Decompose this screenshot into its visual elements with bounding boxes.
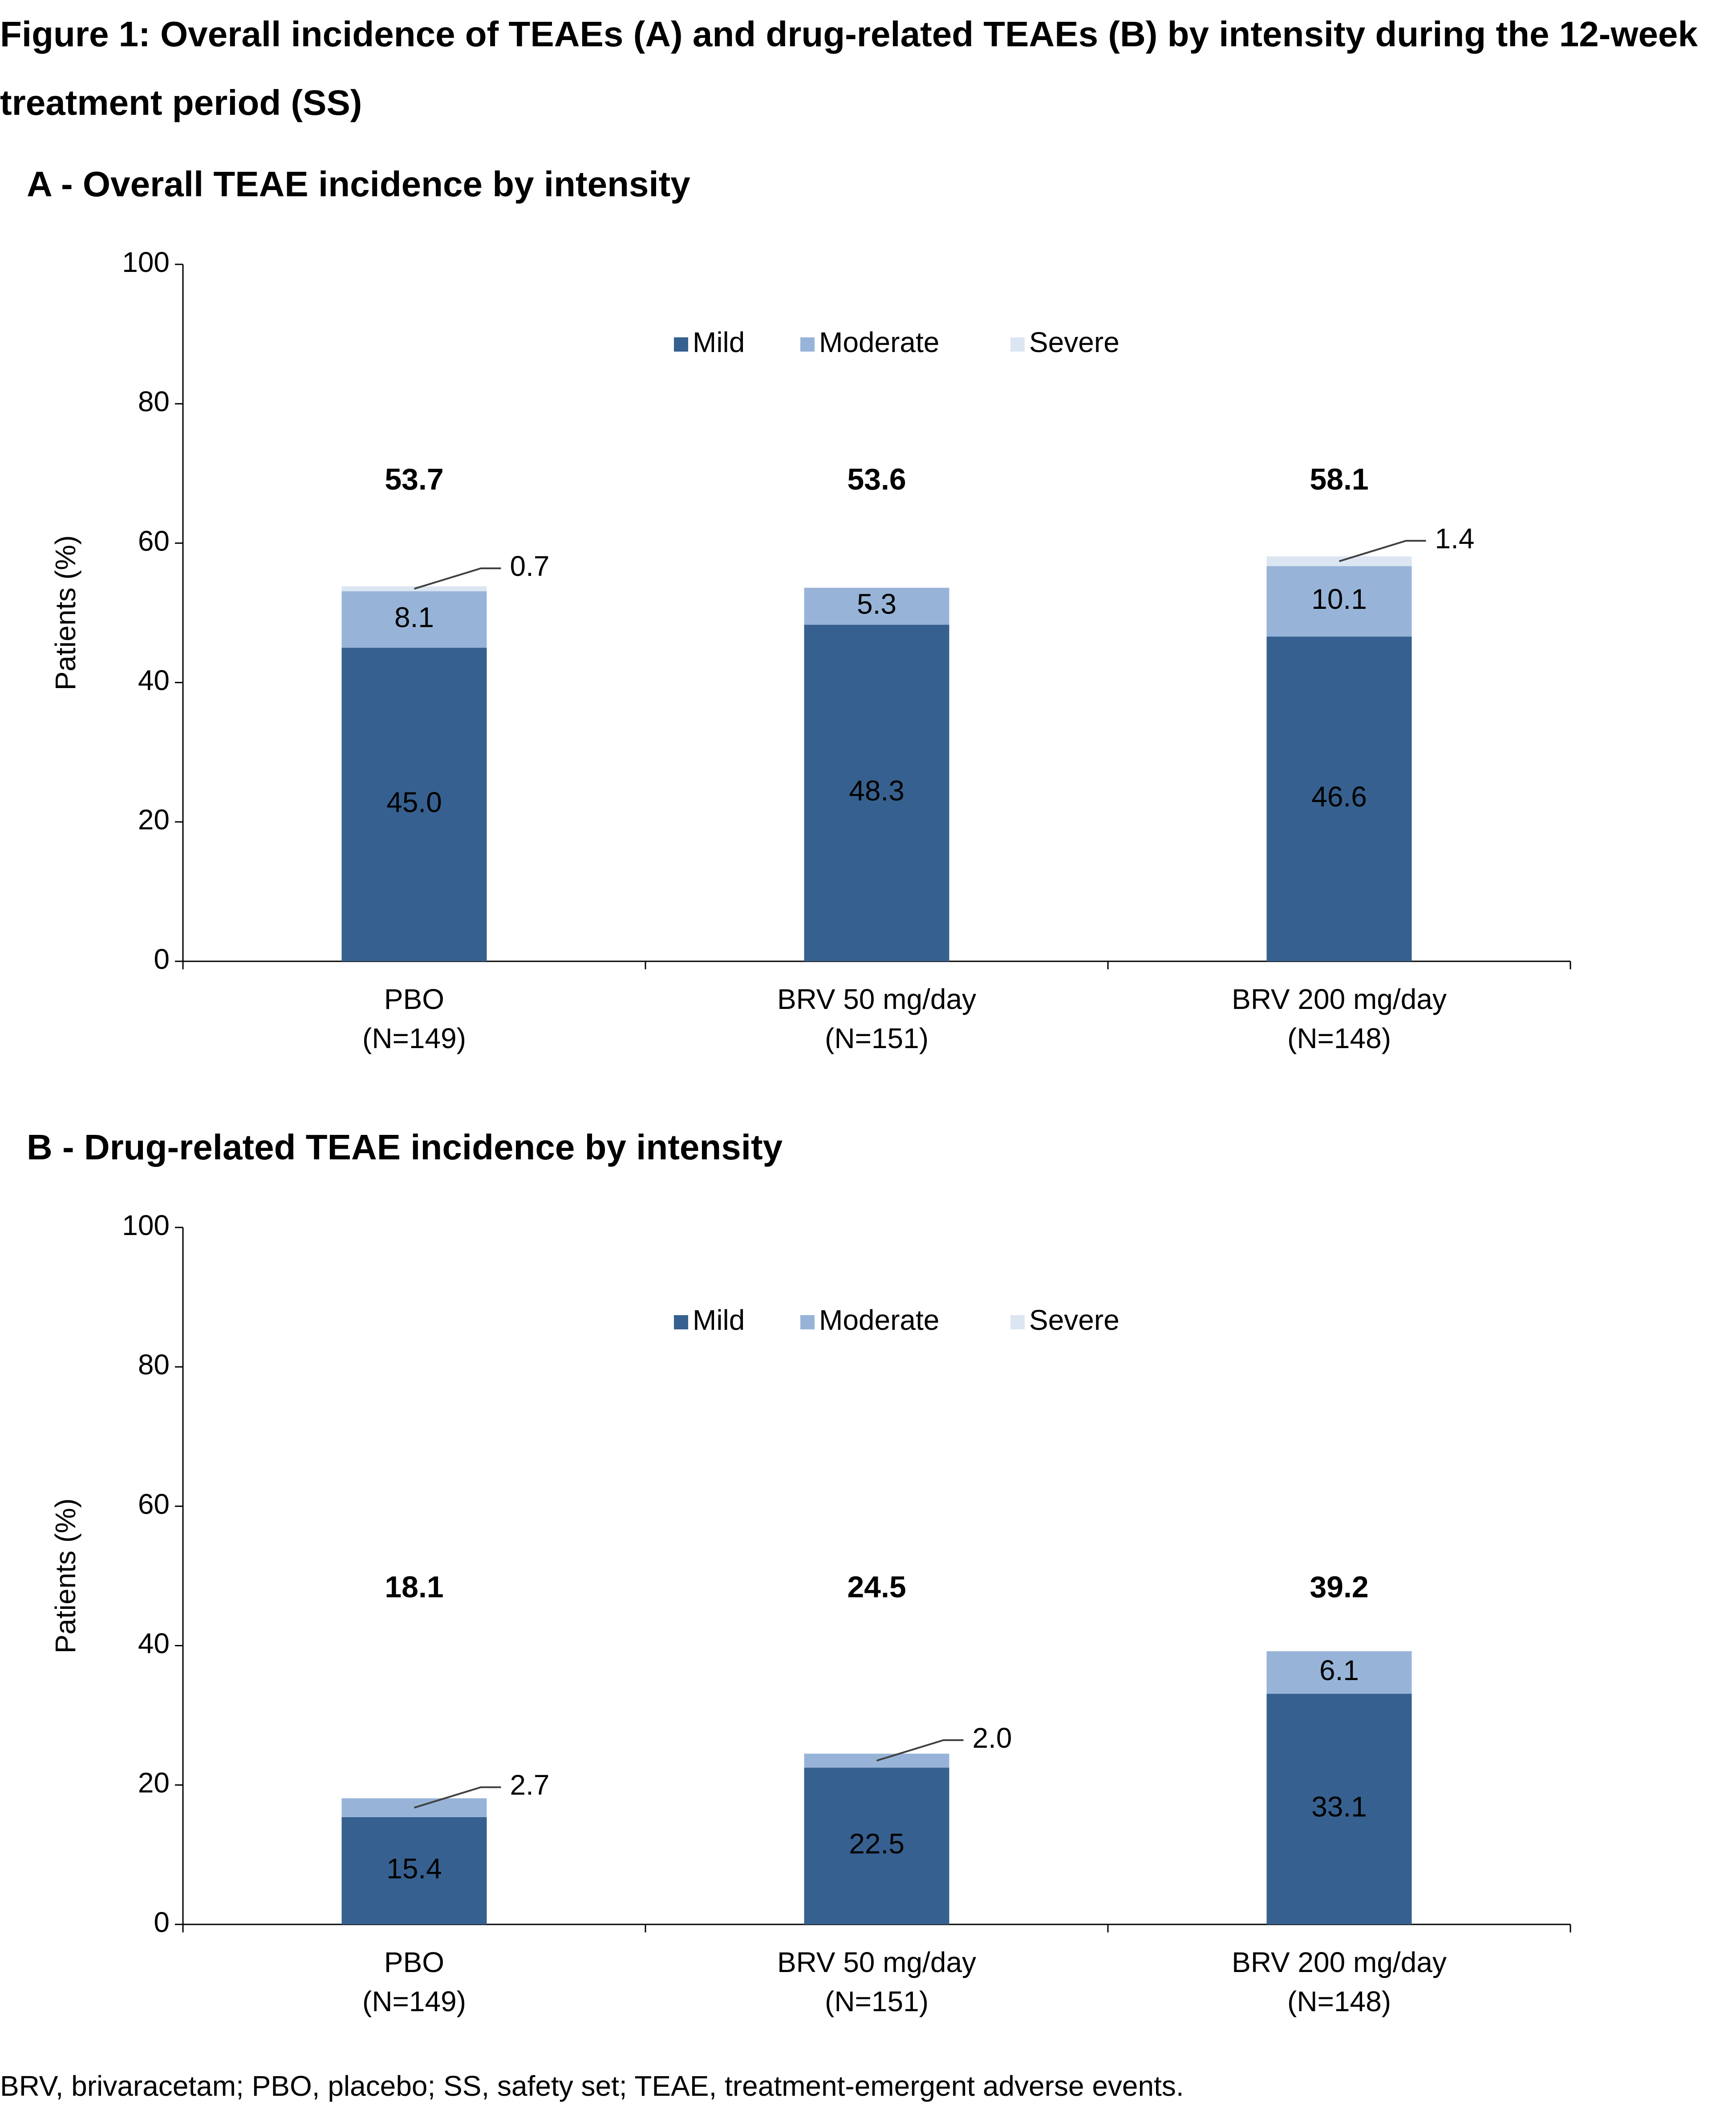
legend-label: Mild (693, 326, 745, 358)
chart-subtitle: B - Drug-related TEAE incidence by inten… (27, 1127, 783, 1167)
footnote: BRV, brivaracetam; PBO, placebo; SS, saf… (0, 2070, 1184, 2102)
bar-segment (804, 587, 949, 625)
legend-swatch (674, 337, 688, 352)
y-tick-label: 100 (122, 1209, 170, 1241)
y-tick-label: 100 (122, 246, 170, 278)
total-label: 53.6 (847, 462, 906, 496)
x-tick-label: (N=148) (1287, 1022, 1391, 1054)
y-tick-label: 80 (138, 385, 170, 417)
callout-line (876, 1739, 964, 1762)
y-tick-label: 80 (138, 1349, 170, 1381)
bar-segment (804, 1767, 949, 1924)
legend-swatch (800, 337, 815, 352)
y-tick-label: 20 (138, 804, 170, 836)
value-label: 10.1 (1311, 583, 1367, 615)
figure-title: Figure 1: Overall incidence of TEAEs (A)… (0, 14, 1698, 122)
value-label: 46.6 (1311, 781, 1367, 813)
value-label: 2.7 (510, 1769, 550, 1801)
x-tick-label: PBO (384, 983, 444, 1015)
y-axis-label: Patients (%) (49, 1498, 81, 1654)
bar-segment (341, 648, 487, 961)
bar-segment (1266, 636, 1412, 961)
x-tick-label: PBO (384, 1946, 444, 1978)
bar-segment (1266, 566, 1412, 637)
bar-segment (804, 1754, 949, 1768)
legend-swatch (674, 1315, 688, 1329)
x-tick-label: (N=151) (825, 1985, 929, 2017)
y-tick-label: 60 (138, 525, 170, 557)
y-axis-label: Patients (%) (49, 535, 81, 691)
value-label: 22.5 (849, 1828, 905, 1860)
total-label: 24.5 (847, 1570, 906, 1604)
value-label: 15.4 (386, 1852, 442, 1884)
bar-segment (341, 1817, 487, 1924)
value-label: 33.1 (1311, 1791, 1367, 1823)
x-tick-label: (N=149) (362, 1022, 466, 1054)
legend-swatch (800, 1315, 815, 1329)
y-tick-label: 0 (154, 943, 170, 975)
value-label: 1.4 (1435, 522, 1475, 555)
bar-segment (1266, 1651, 1412, 1694)
bar-segment (341, 591, 487, 648)
value-label: 0.7 (510, 550, 550, 582)
legend-swatch (1010, 1315, 1025, 1329)
total-label: 58.1 (1310, 462, 1368, 496)
callout-line (414, 567, 501, 590)
legend-label: Moderate (819, 1304, 939, 1336)
callout-line (1339, 540, 1426, 563)
value-label: 5.3 (857, 588, 896, 620)
y-tick-label: 0 (154, 1906, 170, 1938)
total-label: 18.1 (385, 1570, 443, 1604)
y-tick-label: 40 (138, 1628, 170, 1660)
x-tick-label: BRV 200 mg/day (1232, 983, 1447, 1015)
x-tick-label: BRV 50 mg/day (777, 983, 976, 1015)
legend-label: Severe (1029, 326, 1119, 358)
x-tick-label: BRV 200 mg/day (1232, 1946, 1447, 1978)
bar-segment (1266, 1693, 1412, 1924)
x-tick-label: (N=151) (825, 1022, 929, 1054)
x-tick-label: BRV 50 mg/day (777, 1946, 976, 1978)
legend-label: Severe (1029, 1304, 1119, 1336)
value-label: 2.0 (973, 1722, 1012, 1754)
callout-line (414, 1786, 501, 1809)
value-label: 8.1 (394, 601, 434, 633)
bar-segment (804, 624, 949, 961)
y-tick-label: 20 (138, 1767, 170, 1799)
chart-subtitle: A - Overall TEAE incidence by intensity (27, 164, 690, 204)
legend-label: Mild (693, 1304, 745, 1336)
total-label: 53.7 (385, 462, 443, 496)
value-label: 48.3 (849, 775, 905, 807)
legend-label: Moderate (819, 326, 939, 358)
x-tick-label: (N=148) (1287, 1985, 1391, 2017)
total-label: 39.2 (1310, 1570, 1368, 1604)
y-tick-label: 40 (138, 664, 170, 697)
value-label: 6.1 (1319, 1654, 1359, 1686)
y-tick-label: 60 (138, 1488, 170, 1520)
legend-swatch (1010, 337, 1025, 352)
x-tick-label: (N=149) (362, 1985, 466, 2017)
value-label: 45.0 (386, 786, 442, 818)
